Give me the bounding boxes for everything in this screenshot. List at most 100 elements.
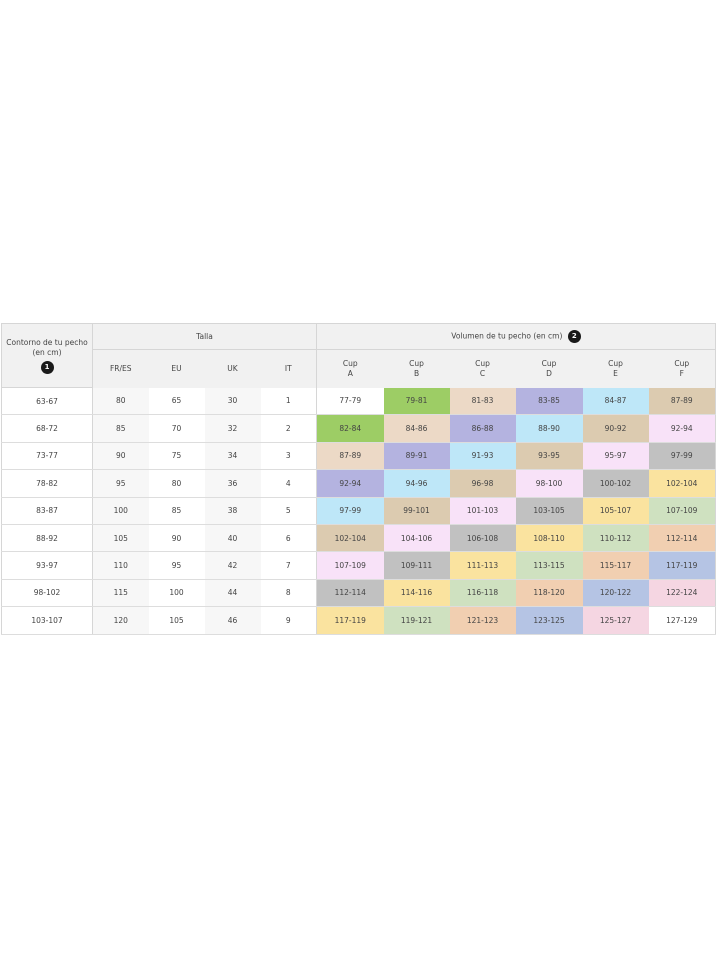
size-cell: 65	[148, 387, 205, 416]
cup-header: Cup A	[316, 349, 384, 388]
cup-volume-cell: 106-108	[449, 524, 516, 553]
info-badge-1: 1	[40, 360, 54, 374]
table-row: 78-82 95 80 36 4 92-94 94-96 96-98 98-100 100-102…	[1, 469, 717, 498]
table-row: 93-97 110 95 42 7 107-109 109-111 111-113 113-11…	[1, 551, 717, 580]
cup-volume-cell: 77-79	[316, 387, 384, 416]
contour-cell: 78-82	[1, 469, 93, 498]
cup-header: Cup D	[515, 349, 583, 388]
cup-label: Cup	[674, 358, 690, 368]
cup-volume-cell: 90-92	[582, 414, 649, 443]
cup-label: Cup	[541, 358, 557, 368]
cup-volume-cell: 89-91	[383, 442, 450, 471]
size-cell: 6	[260, 524, 318, 553]
size-system-header: EU	[148, 349, 205, 388]
size-cell: 120	[92, 606, 149, 635]
cup-volume-cell: 100-102	[582, 469, 649, 498]
contour-cell: 98-102	[1, 579, 93, 608]
size-cell: 90	[92, 442, 149, 471]
cup-letter: A	[347, 368, 353, 378]
cup-volume-cell: 114-116	[383, 579, 450, 608]
table-row: 83-87 100 85 38 5 97-99 99-101 101-103 103-105 10…	[1, 497, 717, 525]
size-cell: 38	[204, 497, 261, 525]
size-cell: 105	[148, 606, 205, 635]
cup-volume-cell: 108-110	[515, 524, 583, 553]
cup-header: Cup E	[582, 349, 649, 388]
cup-letter: F	[679, 368, 684, 378]
cup-volume-cell: 97-99	[316, 497, 384, 525]
size-cell: 1	[260, 387, 318, 416]
table-row: 68-72 85 70 32 2 82-84 84-86 86-88 88-90 90-92 92-…	[1, 414, 717, 443]
cup-volume-cell: 115-117	[582, 551, 649, 580]
contour-header: Contorno de tu pecho (en cm) 1	[1, 323, 93, 388]
size-cell: 110	[92, 551, 149, 580]
size-cell: 90	[148, 524, 205, 553]
cup-label: Cup	[608, 358, 623, 368]
cup-volume-cell: 101-103	[449, 497, 516, 525]
cup-volume-cell: 91-93	[449, 442, 516, 471]
contour-cell: 88-92	[1, 524, 93, 553]
cup-volume-cell: 111-113	[449, 551, 516, 580]
size-cell: 9	[260, 606, 318, 635]
cup-label: Cup	[342, 358, 358, 368]
size-cell: 5	[260, 497, 318, 525]
cup-volume-cell: 87-89	[316, 442, 384, 471]
size-cell: 2	[260, 414, 318, 443]
size-cell: 4	[260, 469, 318, 498]
cup-volume-cell: 86-88	[449, 414, 516, 443]
size-cell: 3	[260, 442, 318, 471]
cup-letter: C	[479, 368, 486, 378]
cup-volume-cell: 107-109	[316, 551, 384, 580]
cup-header: Cup B	[383, 349, 450, 388]
cup-volume-cell: 99-101	[383, 497, 450, 525]
cup-volume-cell: 117-119	[316, 606, 384, 635]
size-cell: 95	[92, 469, 149, 498]
cup-volume-cell: 84-87	[582, 387, 649, 416]
size-cell: 8	[260, 579, 318, 608]
cup-volume-cell: 105-107	[582, 497, 649, 525]
cup-volume-cell: 110-112	[582, 524, 649, 553]
size-cell: 44	[204, 579, 261, 608]
cup-volume-cell: 103-105	[515, 497, 583, 525]
cup-volume-cell: 97-99	[648, 442, 717, 471]
cup-letter: D	[546, 368, 552, 378]
size-cell: 40	[204, 524, 261, 553]
size-cell: 34	[204, 442, 261, 471]
size-cell: 46	[204, 606, 261, 635]
size-cell: 115	[92, 579, 149, 608]
cup-volume-cell: 121-123	[449, 606, 516, 635]
cup-volume-cell: 92-94	[648, 414, 717, 443]
cup-volume-cell: 102-104	[648, 469, 717, 498]
cup-volume-cell: 87-89	[648, 387, 717, 416]
size-system-header: UK	[204, 349, 261, 388]
contour-cell: 73-77	[1, 442, 93, 471]
contour-cell: 68-72	[1, 414, 93, 443]
size-cell: 75	[148, 442, 205, 471]
bra-size-table: Contorno de tu pecho (en cm) 1 Talla Vol…	[1, 323, 717, 635]
cup-volume-cell: 119-121	[383, 606, 450, 635]
contour-cell: 103-107	[1, 606, 93, 635]
cup-volume-cell: 112-114	[316, 579, 384, 608]
size-cell: 32	[204, 414, 261, 443]
volume-label: Volumen de tu pecho (en cm)	[451, 331, 563, 341]
cup-volume-cell: 122-124	[648, 579, 717, 608]
table-row: 63-67 80 65 30 1 77-79 79-81 81-83 83-85 84-87 87-…	[1, 387, 717, 416]
size-cell: 100	[92, 497, 149, 525]
cup-label: Cup	[409, 358, 424, 368]
info-badge-2: 2	[567, 330, 581, 343]
cup-volume-cell: 123-125	[515, 606, 583, 635]
cup-header: Cup F	[648, 349, 717, 388]
cup-letter: B	[413, 368, 420, 378]
table-row: 88-92 105 90 40 6 102-104 104-106 106-108 108-11…	[1, 524, 717, 553]
table-row: 103-107 120 105 46 9 117-119 119-121 121-123 123…	[1, 606, 717, 635]
cup-volume-cell: 93-95	[515, 442, 583, 471]
cup-volume-cell: 113-115	[515, 551, 583, 580]
cup-volume-cell: 118-120	[515, 579, 583, 608]
size-cell: 30	[204, 387, 261, 416]
cup-header: Cup C	[449, 349, 516, 388]
cup-volume-cell: 107-109	[648, 497, 717, 525]
cup-volume-cell: 82-84	[316, 414, 384, 443]
cup-volume-cell: 92-94	[316, 469, 384, 498]
cup-letter: E	[613, 368, 618, 378]
cup-volume-cell: 98-100	[515, 469, 583, 498]
size-cell: 100	[148, 579, 205, 608]
